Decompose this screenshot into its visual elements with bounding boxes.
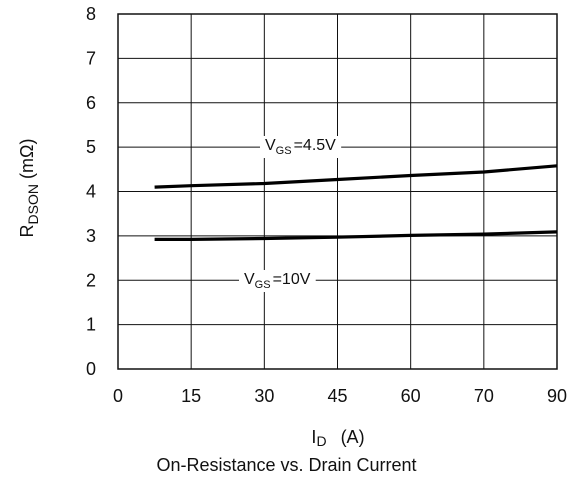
y-tick-label: 3 [86, 226, 96, 246]
series-line-0 [154, 164, 558, 189]
plot-frame [117, 13, 558, 370]
x-tick-labels: 0 15 30 45 60 70 90 [113, 386, 567, 406]
series-lines [154, 164, 558, 241]
x-tick-label: 70 [474, 386, 494, 406]
x-tick-label: 0 [113, 386, 123, 406]
series-label-background [239, 270, 316, 292]
series-label-vgs-10v: VGS =10V [244, 271, 311, 291]
x-axis-label: ID (A) [311, 427, 364, 449]
y-tick-label: 7 [86, 48, 96, 68]
series-line-1 [154, 230, 558, 241]
series-label-vgs-4-5v: VGS =4.5V [265, 137, 336, 157]
grid-lines [118, 14, 557, 369]
y-tick-label: 8 [86, 4, 96, 24]
y-axis-label: RDSON(mΩ) [17, 139, 41, 238]
y-tick-labels: 0 1 2 3 4 5 6 7 8 [86, 4, 96, 379]
x-tick-label: 60 [401, 386, 421, 406]
series-label-background [260, 136, 342, 158]
y-tick-label: 5 [86, 137, 96, 157]
x-tick-label: 90 [547, 386, 567, 406]
y-tick-label: 0 [86, 359, 96, 379]
y-tick-label: 6 [86, 93, 96, 113]
x-tick-label: 15 [181, 386, 201, 406]
y-tick-label: 2 [86, 270, 96, 290]
chart-title: On-Resistance vs. Drain Current [156, 455, 417, 475]
y-tick-label: 4 [86, 182, 96, 202]
x-tick-label: 30 [254, 386, 274, 406]
x-tick-label: 45 [327, 386, 347, 406]
y-tick-label: 1 [86, 315, 96, 335]
